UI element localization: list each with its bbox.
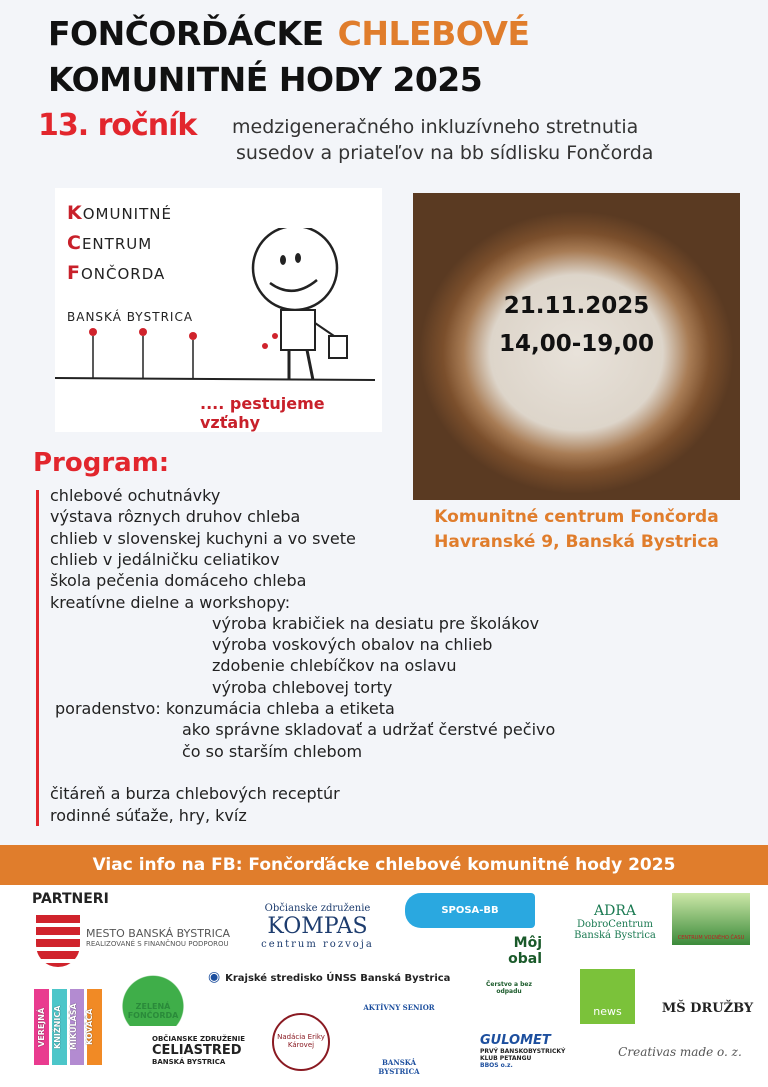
partner-logo: ADRA DobroCentrum Banská Bystrica (574, 903, 656, 941)
logo-motto: .... pestujeme vzťahy (200, 394, 325, 432)
partner-logo: Nadácia Eriky Károvej (272, 1013, 330, 1071)
program-item: škola pečenia domáceho chleba (50, 571, 307, 591)
program-item: rodinné súťaže, hry, kvíz (50, 805, 247, 825)
program-item: chlieb v jedálničku celiatikov (50, 549, 280, 569)
partner-logo: MŠ DRUŽBY (661, 1001, 754, 1016)
partner-logo: news (580, 969, 635, 1024)
partner-logo: Creativas made o. z. (618, 1045, 742, 1059)
partners-section: PARTNERI MESTO BANSKÁ BYSTRICA REALIZOVAN… (0, 885, 768, 1087)
partner-logo: MESTO BANSKÁ BYSTRICA REALIZOVANÉ S FINAN… (86, 927, 231, 948)
community-centre-logo: KOMUNITNÉ CENTRUM FONČORDA BANSKÁ BYSTRI… (55, 188, 382, 432)
program-divider (36, 490, 39, 826)
subtitle-1: medzigeneračného inkluzívneho stretnutia (232, 116, 639, 138)
library-name: VEREJNÁ KNIŽNICA MIKULÁŠA KOVÁČA (37, 1003, 94, 1051)
program-item: výroba krabičiek na desiatu pre školákov (212, 613, 540, 633)
partner-logo: GULOMET PRVÝ BANSKOBYSTRICKÝ KLUB PETANGU… (480, 1033, 566, 1069)
program-item: ako správne skladovať a udržať čerstvé p… (182, 720, 556, 740)
logo-line: KOMUNITNÉ (67, 202, 172, 224)
event-venue: Komunitné centrum Fončorda (434, 507, 719, 527)
partner-logo: Občianske združenie KOMPAS centrum rozvoja (261, 903, 374, 950)
partner-logo: SPOSA-BB (405, 893, 535, 928)
city-coat-of-arms-icon (36, 915, 80, 967)
program-item: poradenstvo: konzumácia chleba a etiketa (55, 699, 395, 718)
program-item: chlebové ochutnávky (50, 486, 221, 505)
edition: 13. ročník (38, 108, 197, 143)
info-band: Viac info na FB: Fončorďácke chlebové ko… (0, 845, 768, 885)
program-item: výstava rôznych druhov chleba (50, 507, 301, 527)
partners-heading: PARTNERI (32, 891, 109, 907)
event-time: 14,00-19,00 (498, 331, 655, 357)
program-item: zdobenie chlebíčkov na oslavu (212, 656, 457, 676)
program-item: čo so starším chlebom (182, 741, 363, 761)
partner-logo: Môj obal Čerstvo a bez odpadu (486, 935, 542, 995)
program-item: kreatívne dielne a workshopy: (50, 592, 291, 612)
event-date: 21.11.2025 (503, 293, 650, 319)
library-logo: VEREJNÁ KNIŽNICA MIKULÁŠA KOVÁČA (34, 989, 102, 1065)
logo-city: BANSKÁ BYSTRICA (67, 310, 194, 324)
stick-figure-icon (55, 228, 376, 381)
partner-logo: ◉ Krajské stredisko ÚNSS Banská Bystrica (208, 969, 451, 985)
partner-logo: CENTRUM VOĽNÉHO ČASU (672, 893, 750, 945)
program-item: chlieb v slovenskej kuchyni a vo svete (50, 528, 356, 548)
partner-logo: AKTÍVNY SENIOR BANSKÁ BYSTRICA (363, 1003, 435, 1076)
program-item: výroba chlebovej torty (212, 677, 393, 697)
title-part: FONČORĎÁCKE (48, 14, 324, 53)
logo-line: CENTRUM (67, 232, 153, 254)
program-item: výroba voskových obalov na chlieb (212, 635, 493, 655)
subtitle-2: susedov a priateľov na bb sídlisku Fončo… (236, 142, 654, 164)
partner-logo: ZELENÁ FONČORDA (118, 960, 188, 1026)
program-heading: Program: (33, 448, 170, 478)
title-line-1: FONČORĎÁCKE CHLEBOVÉ (48, 14, 530, 53)
event-address: Havranské 9, Banská Bystrica (434, 532, 719, 552)
partner-logo: OBČIANSKE ZDRUŽENIE CELIASTRED BANSKÁ BYST… (152, 1035, 246, 1066)
logo-line: FONČORDA (67, 262, 166, 284)
title-highlight: CHLEBOVÉ (337, 14, 530, 53)
program-item: čitáreň a burza chlebových receptúr (50, 784, 340, 804)
bread-photo: 21.11.2025 14,00-19,00 (413, 193, 740, 500)
title-line-2: KOMUNITNÉ HODY 2025 (48, 60, 483, 99)
